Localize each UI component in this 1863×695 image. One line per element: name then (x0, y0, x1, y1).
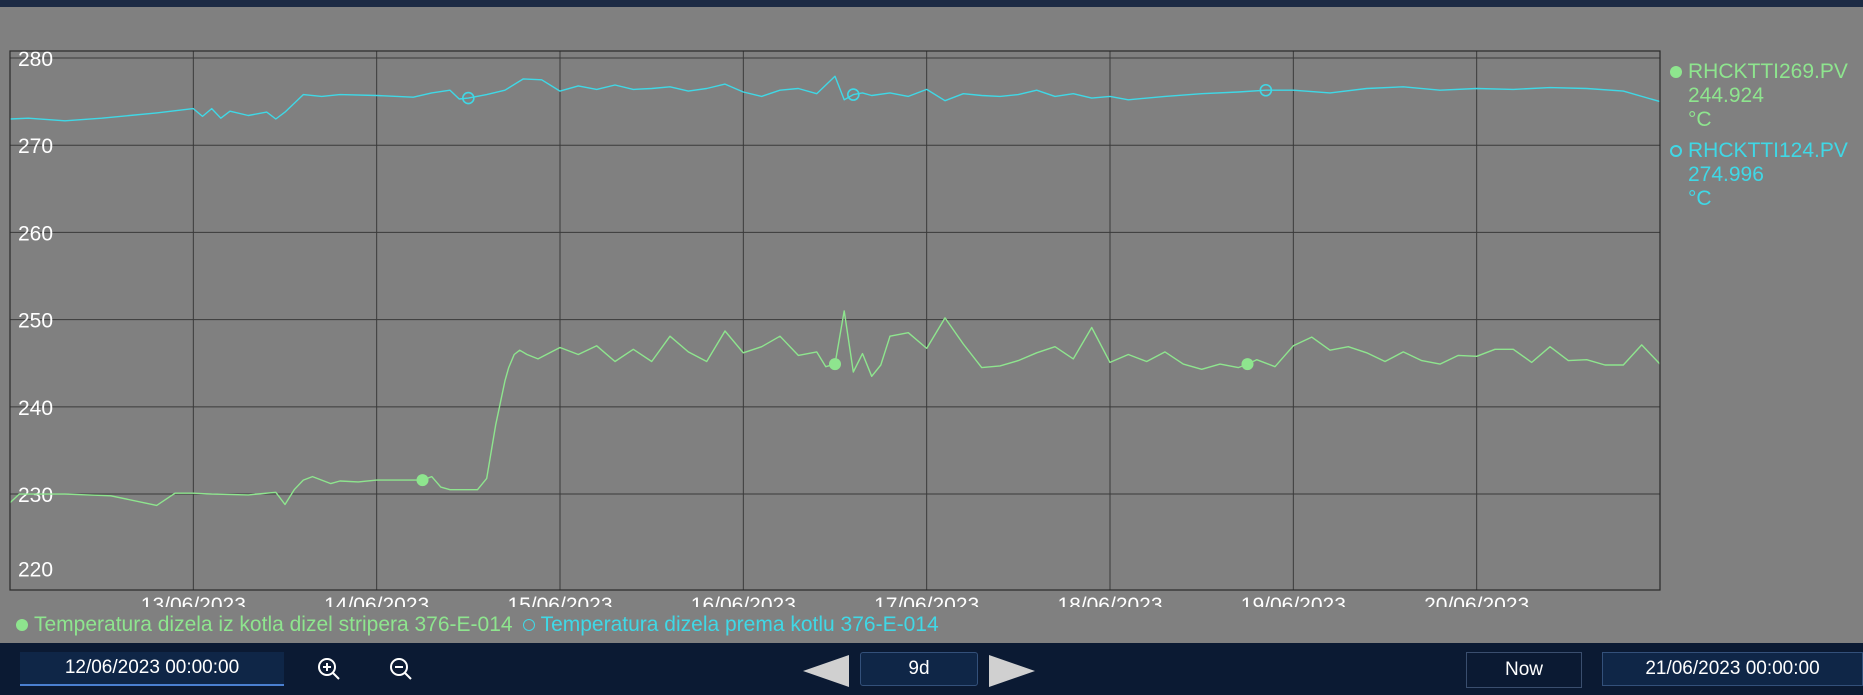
range-value: 9d (908, 658, 930, 679)
series-2-tag: RHCKTTI124.PV (1688, 139, 1848, 162)
y-tick-label: 240 (18, 397, 53, 420)
y-tick-label: 270 (18, 135, 53, 158)
zoom-in-icon[interactable] (316, 656, 342, 682)
start-time-field[interactable]: 12/06/2023 00:00:00 (20, 652, 284, 686)
bottom-legend: Temperatura dizela iz kotla dizel stripe… (16, 613, 949, 637)
series-2-marker (847, 88, 860, 101)
x-tick-label: 17/06/2023 (874, 594, 979, 607)
range-field[interactable]: 9d (860, 652, 978, 686)
trend-chart[interactable]: 280 270 260 250 240 230 220 13/06/2023 14/06/20… (0, 7, 1863, 607)
series-2-value: 274.996 (1688, 163, 1764, 186)
legend-item-series-2[interactable]: Temperatura dizela prema kotlu 376-E-014 (522, 613, 939, 637)
series-line-2 (9, 75, 1661, 122)
x-tick-label: 13/06/2023 (141, 594, 246, 607)
top-border (0, 0, 1863, 7)
x-tick-label: 15/06/2023 (507, 594, 612, 607)
chart-grid (10, 51, 1660, 590)
x-tick-label: 16/06/2023 (691, 594, 796, 607)
x-tick-label: 20/06/2023 (1424, 594, 1529, 607)
zoom-out-icon[interactable] (388, 656, 414, 682)
time-toolbar: 12/06/2023 00:00:00 9d Now 21/06/2023 00… (0, 643, 1863, 695)
legend-item-series-1[interactable]: Temperatura dizela iz kotla dizel stripe… (16, 613, 513, 637)
series-2-marker (1259, 83, 1273, 97)
y-tick-label: 230 (18, 484, 53, 507)
next-period-arrow-icon[interactable] (989, 655, 1035, 687)
filled-dot-icon (16, 619, 28, 631)
series-line-1 (9, 310, 1661, 507)
x-tick-label: 18/06/2023 (1057, 594, 1162, 607)
series-markers (416, 83, 1273, 487)
x-tick-label: 19/06/2023 (1241, 594, 1346, 607)
series-1-value: 244.924 (1688, 84, 1764, 107)
series-2-unit: °C (1688, 187, 1712, 210)
open-dot-icon (1670, 145, 1682, 157)
end-time-value: 21/06/2023 00:00:00 (1645, 658, 1820, 679)
y-tick-label: 280 (18, 48, 53, 71)
series-lines (9, 75, 1661, 507)
series-1-marker (1241, 358, 1254, 371)
start-time-value: 12/06/2023 00:00:00 (64, 657, 240, 678)
series-1-unit: °C (1688, 108, 1712, 131)
legend-label-series-1: Temperatura dizela iz kotla dizel stripe… (34, 613, 513, 636)
series-1-tag: RHCKTTI269.PV (1688, 60, 1848, 83)
now-button[interactable]: Now (1466, 652, 1582, 688)
open-dot-icon (522, 619, 535, 631)
y-tick-label: 250 (18, 310, 53, 333)
now-label: Now (1504, 659, 1543, 680)
previous-period-arrow-icon[interactable] (803, 655, 849, 687)
series-1-marker (416, 474, 429, 487)
y-tick-label: 220 (18, 558, 53, 581)
x-tick-label: 14/06/2023 (324, 594, 429, 607)
series-1-marker (829, 358, 841, 371)
end-time-field[interactable]: 21/06/2023 00:00:00 (1602, 652, 1863, 686)
filled-dot-icon (1670, 66, 1682, 78)
y-axis-ticks: 280 270 260 250 240 230 220 (18, 48, 53, 581)
y-tick-label: 260 (18, 222, 53, 245)
x-axis-ticks: 13/06/2023 14/06/2023 15/06/2023 16/06/2023… (141, 594, 1529, 607)
series-2-marker (462, 91, 475, 105)
legend-label-series-2: Temperatura dizela prema kotlu 376-E-014 (540, 613, 939, 636)
plot-frame (9, 50, 1661, 591)
